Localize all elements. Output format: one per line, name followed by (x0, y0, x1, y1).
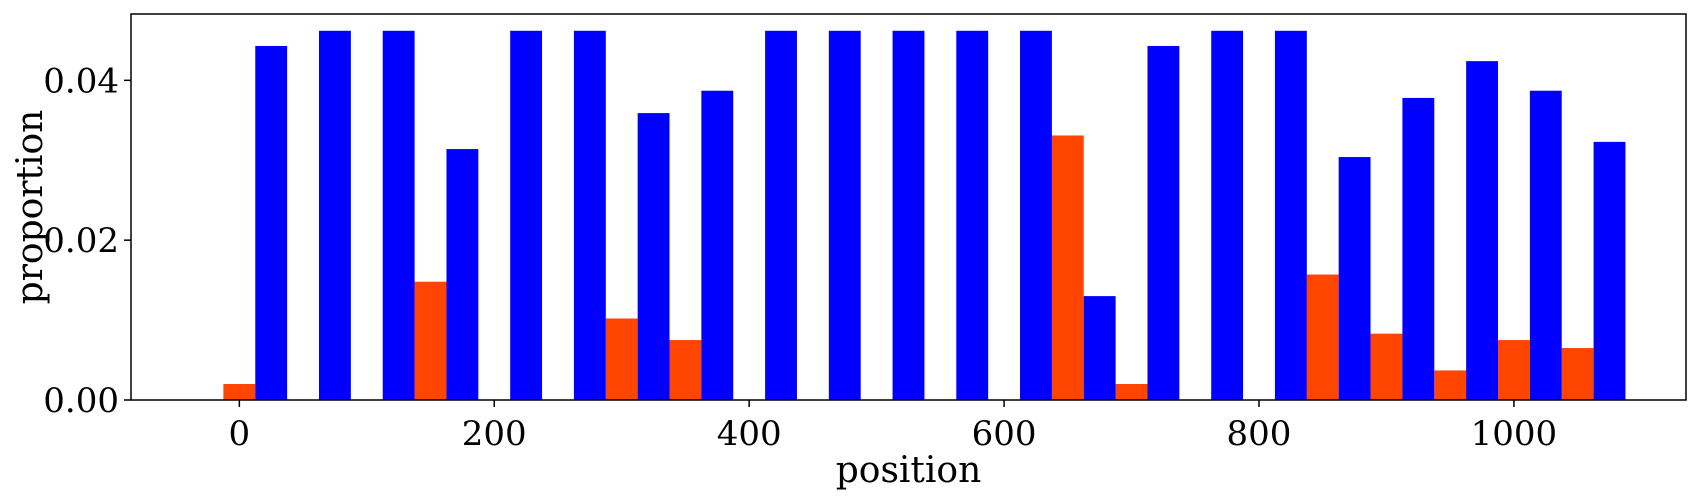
x-axis-label: position (836, 450, 982, 491)
x-tick-label: 200 (462, 414, 527, 454)
bar-series1-2 (605, 318, 638, 400)
bar-series1-9 (1497, 340, 1530, 400)
bar-series2-16 (1274, 30, 1307, 401)
bar-series2-13 (1083, 296, 1116, 400)
x-tick-label: 0 (229, 414, 251, 454)
bar-series1-3 (669, 340, 702, 400)
bar-series2-7 (701, 90, 734, 401)
bar-series2-21 (1593, 141, 1626, 400)
ticks-layer: 0 200 400 600 800 1000 0.00 0.02 0.04 (43, 61, 1557, 454)
bar-series1-1 (414, 281, 447, 400)
bar-series2-20 (1529, 90, 1562, 401)
bar-series1-4 (1051, 135, 1084, 400)
bars-layer (223, 30, 1626, 401)
plot-frame (130, 13, 1687, 401)
bar-series2-11 (956, 30, 989, 401)
bar-series1-10 (1561, 348, 1594, 400)
x-tick-label: 800 (1227, 414, 1292, 454)
bar-series1-6 (1306, 274, 1339, 400)
bar-series1-8 (1434, 370, 1467, 400)
y-axis-label: proportion (10, 110, 51, 305)
bar-series2-2 (382, 30, 415, 401)
bar-series2-3 (446, 149, 479, 400)
bar-series2-4 (510, 30, 543, 401)
bar-series2-18 (1402, 97, 1435, 401)
bar-series2-8 (765, 30, 797, 401)
bar-series2-9 (828, 30, 861, 401)
bar-series2-5 (573, 30, 606, 401)
x-tick-label: 1000 (1471, 414, 1558, 454)
bar-series1-0 (223, 384, 256, 400)
bar-series2-12 (1020, 30, 1052, 401)
bar-series1-7 (1370, 333, 1403, 400)
y-tick-label: 0.02 (43, 221, 119, 261)
bar-series2-1 (319, 30, 351, 401)
bar-series2-19 (1466, 61, 1498, 401)
y-tick-label: 0.00 (43, 381, 119, 421)
bar-series2-10 (892, 30, 925, 401)
y-tick-label: 0.04 (43, 61, 119, 101)
bar-series2-15 (1211, 30, 1244, 401)
bar-series2-6 (637, 113, 670, 401)
bar-series1-5 (1115, 384, 1148, 400)
x-tick-label: 400 (717, 414, 782, 454)
bar-series2-0 (255, 45, 288, 401)
x-tick-label: 600 (972, 414, 1037, 454)
bar-series2-17 (1338, 157, 1371, 400)
bar-series2-14 (1147, 45, 1180, 401)
